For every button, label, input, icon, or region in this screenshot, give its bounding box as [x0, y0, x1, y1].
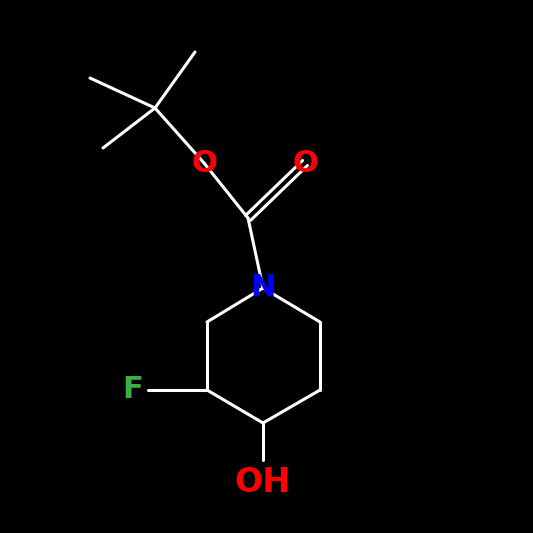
Text: N: N	[251, 273, 276, 303]
Text: F: F	[123, 376, 143, 405]
Text: O: O	[292, 149, 318, 177]
Text: O: O	[191, 149, 217, 177]
Text: OH: OH	[235, 466, 291, 499]
